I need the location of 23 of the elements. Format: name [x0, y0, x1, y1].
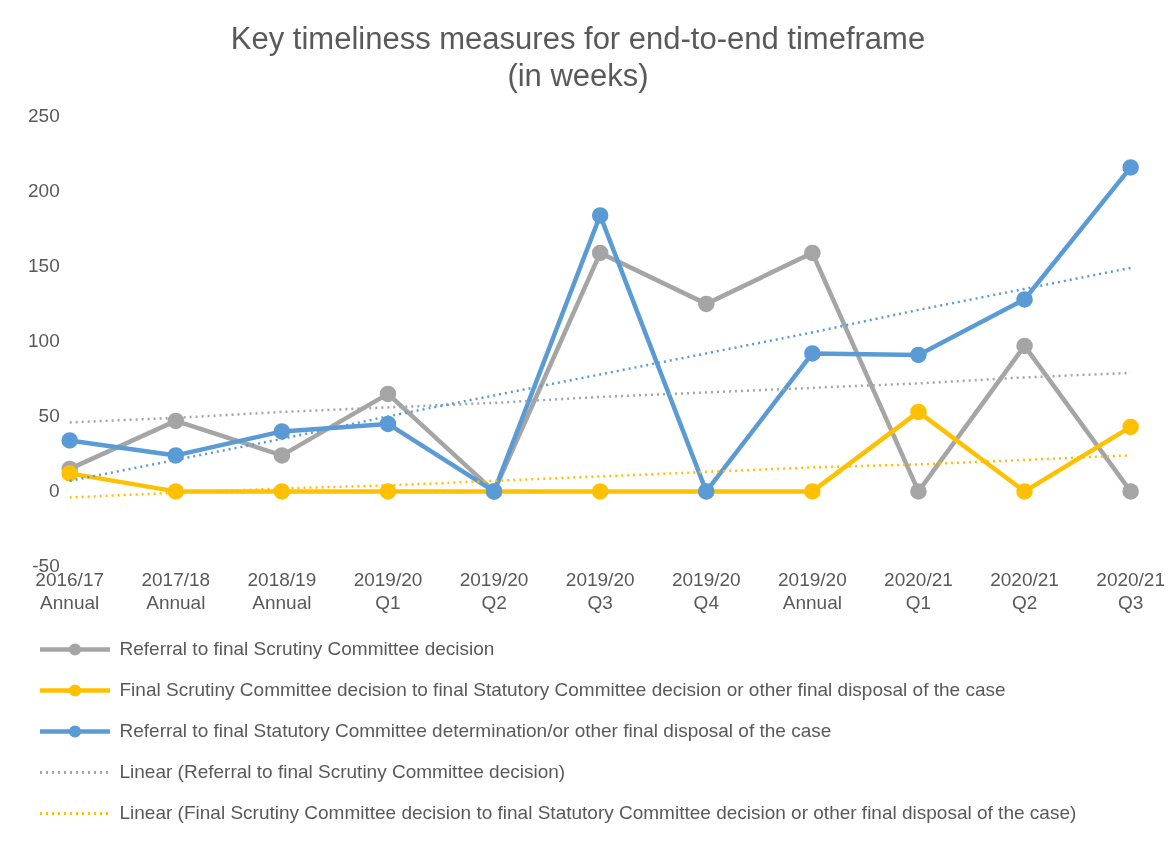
y-tick-label: 150 — [28, 254, 60, 276]
x-tick-label: 2017/18 Annual — [141, 569, 211, 613]
text: Key timeliness measures for end-to-end timeframe — [230, 21, 926, 57]
legend-label: Linear (Referral to final Scrutiny Committee decision) — [119, 760, 566, 782]
legend-label: Final Scrutiny Committee decision to final Statutory Committee decision or other final disposal of the case — [119, 678, 1006, 700]
x-tick-label: 2019/20 Annual — [778, 569, 847, 613]
x-tick-label: 2019/20 Q3 — [565, 569, 635, 613]
legend-label: Linear (Final Scrutiny Committee decision to final Statutory Committee decision or other final disposal of the case) — [119, 801, 1077, 823]
x-tick-label: 2019/20 Q2 — [459, 569, 529, 613]
legend-label: Referral to final Statutory Committee determination/or other final disposal of the case — [119, 719, 832, 741]
x-tick-label: 2020/21 Q1 — [884, 569, 953, 613]
x-tick-label: 2020/21 Q3 — [1096, 569, 1165, 613]
legend-label: Referral to final Scrutiny Committee decision — [119, 637, 495, 659]
y-tick-label: 200 — [28, 179, 60, 201]
x-tick-label: 2019/20 Q1 — [353, 569, 423, 613]
text: (in weeks) — [507, 58, 649, 94]
y-tick-label: 100 — [28, 329, 60, 351]
y-tick-label: 50 — [38, 404, 60, 426]
y-tick-label: 250 — [28, 104, 60, 126]
x-tick-label: 2019/20 Q4 — [671, 569, 741, 613]
y-tick-label: 0 — [49, 479, 60, 501]
x-tick-label: 2020/21 Q2 — [990, 569, 1059, 613]
x-tick-label: 2018/19 Annual — [247, 569, 317, 613]
